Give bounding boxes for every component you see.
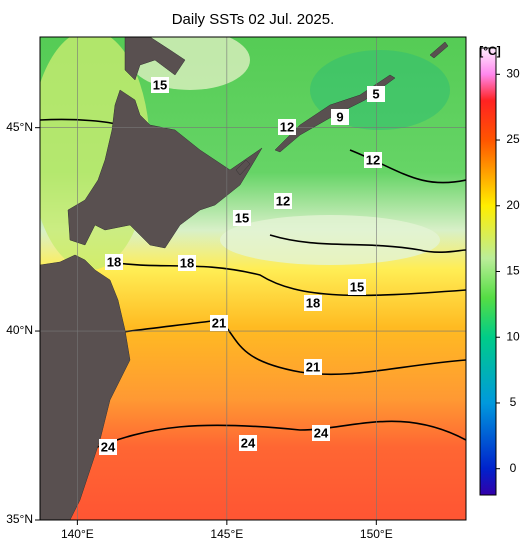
contour-label: 15 xyxy=(235,210,249,225)
contour-label-box xyxy=(304,295,322,311)
contour-label: 21 xyxy=(212,315,226,330)
overlay: 15 12 9 5 12 12 15 18 18 15 18 21 21 24 24 24 xyxy=(40,37,466,521)
contour-label: 5 xyxy=(372,86,379,101)
contour-label-box xyxy=(312,425,330,441)
contour-label: 15 xyxy=(350,279,364,294)
contour-label: 12 xyxy=(276,193,290,208)
contour-label-box xyxy=(304,359,322,375)
colorbar-unit: [°C] xyxy=(479,44,500,58)
colorbar-tick-label: 5 xyxy=(510,395,517,409)
contour-label-box xyxy=(151,77,169,93)
contour-label: 18 xyxy=(306,295,320,310)
contour-label-box xyxy=(364,152,382,168)
colorbar-tick-label: 10 xyxy=(506,329,520,343)
colorbar-tick-label: 30 xyxy=(506,66,520,80)
contour-label: 15 xyxy=(153,77,167,92)
contour-label: 12 xyxy=(280,119,294,134)
contour-label-box xyxy=(239,435,257,451)
contour-label: 21 xyxy=(306,359,320,374)
x-tick-label: 150°E xyxy=(360,527,393,541)
y-tick-label: 35°N xyxy=(6,512,33,526)
y-tick-label: 45°N xyxy=(6,120,33,134)
contour-label-box xyxy=(178,255,196,271)
contour-label: 18 xyxy=(180,255,194,270)
colorbar xyxy=(479,47,497,496)
contour-label-box xyxy=(210,315,228,331)
land xyxy=(40,37,449,520)
colorbar-tick-label: 20 xyxy=(506,198,520,212)
colorbar-tick-label: 25 xyxy=(506,132,520,146)
x-tick-label: 140°E xyxy=(61,527,94,541)
contour-label: 12 xyxy=(366,152,380,167)
colorbar-tick-label: 0 xyxy=(510,461,517,475)
x-tick-label: 145°E xyxy=(210,527,243,541)
map-frame xyxy=(39,36,467,521)
title: Daily SSTs 02 Jul. 2025. xyxy=(172,11,335,28)
contour-label: 24 xyxy=(241,435,256,450)
contour-label: 24 xyxy=(101,439,116,454)
y-tick-label: 40°N xyxy=(6,323,33,337)
sea-region xyxy=(220,215,440,265)
contour-label-box xyxy=(348,279,366,295)
contour-label-box xyxy=(99,439,117,455)
contour-label-box xyxy=(367,86,385,102)
contour-label: 9 xyxy=(336,109,343,124)
contour-label-box xyxy=(105,254,123,270)
contour-label-box xyxy=(233,210,251,226)
contour-label-box xyxy=(278,119,296,135)
contour-label-box xyxy=(331,109,349,125)
contour-label-box xyxy=(274,193,292,209)
contour-label: 24 xyxy=(314,425,329,440)
colorbar-tick-label: 15 xyxy=(506,264,520,278)
contour-label: 18 xyxy=(107,254,121,269)
